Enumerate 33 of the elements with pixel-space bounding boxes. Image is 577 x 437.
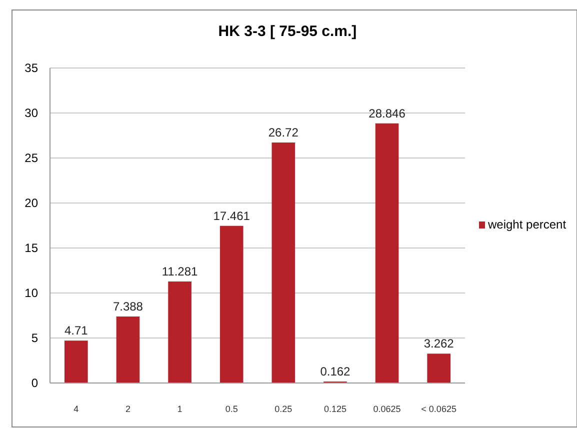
- y-tick-label: 5: [31, 331, 38, 345]
- y-tick-label: 35: [24, 61, 38, 75]
- x-tick-label: 0.25: [274, 404, 292, 414]
- bar: [116, 316, 140, 383]
- x-tick-label: 0.125: [324, 404, 346, 414]
- data-label: 0.162: [320, 364, 351, 379]
- data-label: 3.262: [424, 336, 454, 351]
- y-tick-label: 20: [24, 196, 38, 210]
- x-tick-label: < 0.0625: [421, 404, 456, 414]
- data-label: 4.71: [64, 324, 88, 338]
- x-tick-label: 0.0625: [373, 404, 401, 414]
- chart-title: HK 3-3 [ 75-95 c.m.]: [218, 23, 357, 40]
- data-label: 17.461: [213, 208, 250, 223]
- bar: [272, 142, 296, 383]
- x-tick-label: 0.5: [225, 404, 238, 414]
- data-label: 7.388: [112, 300, 144, 314]
- y-tick-label: 0: [31, 376, 38, 390]
- bar: [375, 123, 399, 383]
- y-tick-label: 30: [24, 106, 38, 120]
- y-tick-label: 15: [24, 241, 38, 255]
- bar: [220, 226, 244, 383]
- bar: [427, 354, 450, 383]
- legend-label: weight percent: [487, 218, 567, 232]
- y-tick-label: 25: [24, 151, 38, 165]
- y-tick-label: 10: [24, 286, 38, 300]
- data-label: 26.72: [268, 126, 299, 140]
- x-tick-label: 2: [125, 404, 130, 414]
- bar: [64, 340, 88, 383]
- x-tick-label: 4: [74, 404, 79, 414]
- data-label: 28.846: [368, 106, 406, 120]
- bar: [168, 281, 192, 383]
- x-tick-label: 1: [177, 404, 182, 414]
- data-label: 11.281: [162, 264, 198, 278]
